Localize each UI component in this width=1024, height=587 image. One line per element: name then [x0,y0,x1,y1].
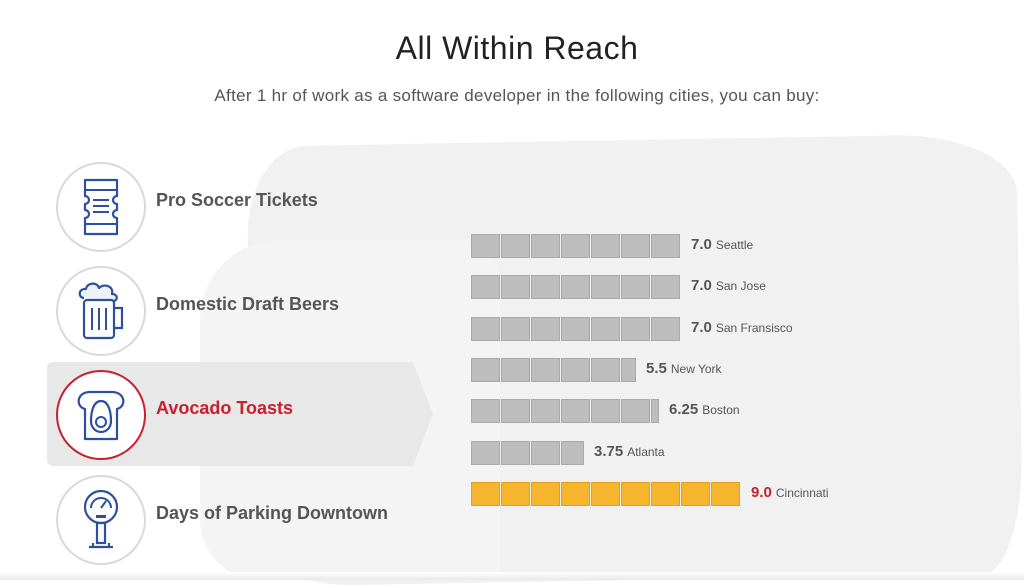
bar-block [711,482,740,506]
bar-block [561,399,590,423]
bar-block [651,317,680,341]
city-label: San Jose [715,279,766,293]
bar-block [591,234,620,258]
city-label: Boston [702,403,740,417]
city-label: Seattle [715,238,754,252]
value-text: 9.0 [751,484,772,501]
value-text: 5.5 [646,360,667,377]
bar-block [471,234,500,258]
bar-value-label: 9.0 Cincinnati [751,484,829,501]
category-pro-soccer-tickets[interactable]: Pro Soccer Tickets [56,162,476,254]
bar-block-partial [621,358,636,382]
page-title: All Within Reach [395,30,639,66]
bar-value-label: 6.25 Boston [669,401,740,418]
ticket-icon [83,178,119,236]
bar-block [501,275,530,299]
bar-block [501,317,530,341]
bar-block [651,275,680,299]
bar-block-partial [561,441,584,465]
bar-block [591,358,620,382]
city-label: Cincinnati [775,486,829,500]
category-domestic-draft-beers[interactable]: Domestic Draft Beers [56,266,476,358]
bar-block [561,275,590,299]
bar-block [561,317,590,341]
bar-block [651,234,680,258]
bar-block [501,482,530,506]
category-icon-circle [56,162,146,252]
bar-block [621,234,650,258]
bar-block-partial [651,399,659,423]
bar-block [501,358,530,382]
category-label: Domestic Draft Beers [156,294,340,314]
bar-block [501,399,530,423]
category-days-of-parking-downtown[interactable]: Days of Parking Downtown [56,475,476,567]
category-label: Days of Parking Downtown [156,503,389,523]
city-label: San Fransisco [715,321,793,335]
bar-block [621,399,650,423]
bar-block [531,482,560,506]
bar-value-label: 5.5 New York [646,360,722,377]
bar-block [501,441,530,465]
avocado-toast-icon [77,390,125,441]
bar-block [531,399,560,423]
bar-block [471,317,500,341]
beer-mug-icon [78,282,124,340]
bar-block [471,441,500,465]
page-subtitle: After 1 hr of work as a software develop… [214,86,820,105]
bar-block [531,275,560,299]
bar-block [531,441,560,465]
parking-meter-icon [83,489,119,549]
bar-block [651,482,680,506]
city-label: Atlanta [627,445,665,459]
value-text: 6.25 [669,401,699,418]
bar-block [621,317,650,341]
category-label: Avocado Toasts [156,398,294,418]
bottom-shade [0,572,1024,580]
category-icon-circle [56,475,146,565]
bar-block [501,234,530,258]
bar-block [471,399,500,423]
bar-block [561,234,590,258]
value-text: 3.75 [594,443,624,460]
value-text: 7.0 [691,277,712,294]
bar-value-label: 3.75 Atlanta [594,443,665,460]
bar-block [471,482,500,506]
bar-block [591,317,620,341]
bar-block [561,482,590,506]
bar-block [621,482,650,506]
category-avocado-toasts[interactable]: Avocado Toasts [56,370,476,462]
category-icon-circle [56,370,146,460]
value-text: 7.0 [691,319,712,336]
bar-block [591,275,620,299]
city-label: New York [670,362,722,376]
bar-value-label: 7.0 San Fransisco [691,319,793,336]
bar-block [531,358,560,382]
category-label: Pro Soccer Tickets [156,190,318,210]
bar-block [591,482,620,506]
bar-block [471,275,500,299]
bar-block [471,358,500,382]
bar-block [531,234,560,258]
bar-block [681,482,710,506]
bar-block [621,275,650,299]
bar-value-label: 7.0 San Jose [691,277,766,294]
category-icon-circle [56,266,146,356]
bar-block [591,399,620,423]
value-text: 7.0 [691,236,712,253]
bar-block [561,358,590,382]
bar-value-label: 7.0 Seattle [691,236,753,253]
bar-block [531,317,560,341]
